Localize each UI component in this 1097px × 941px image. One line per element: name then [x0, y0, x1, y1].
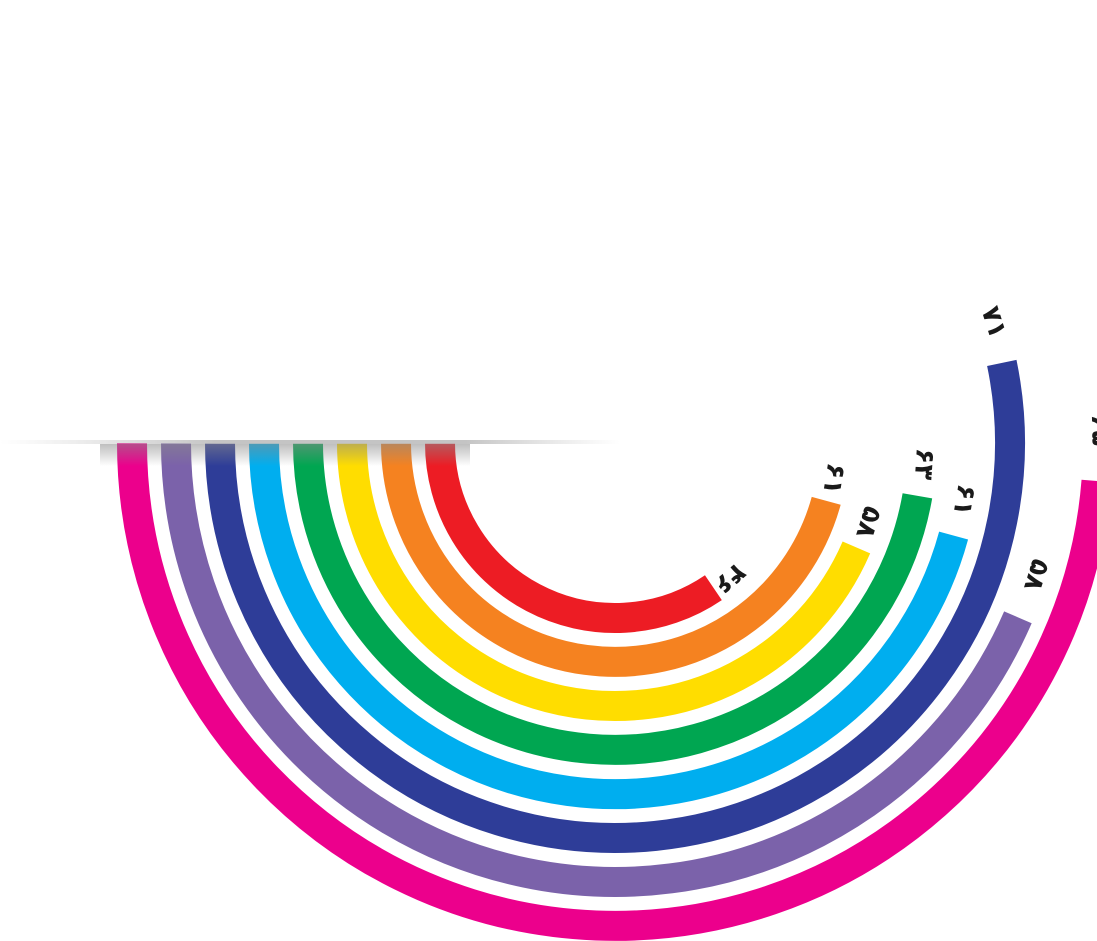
arc-label-6: ۷۱	[975, 302, 1013, 341]
arc-label-2: ۶۱	[816, 461, 851, 497]
arc-bar-4	[293, 442, 933, 765]
arc-label-5: ۶۱	[947, 482, 982, 518]
arc-label-4: ۶۳	[908, 447, 940, 481]
arc-bar-3	[337, 442, 871, 722]
arc-bar-1	[425, 442, 722, 633]
arc-bar-5	[249, 442, 969, 810]
arc-label-3: ۵۸	[849, 503, 887, 542]
shelf-shadow	[0, 440, 620, 466]
arc-bar-6	[205, 359, 1025, 853]
arc-label-8: ۶۵	[1085, 414, 1097, 447]
arc-bar-8	[117, 442, 1097, 941]
arc-bar-2	[381, 442, 841, 677]
arc-label-7: ۵۸	[1017, 555, 1055, 594]
arc-bar-7	[161, 442, 1032, 897]
arcs-group	[117, 359, 1097, 941]
